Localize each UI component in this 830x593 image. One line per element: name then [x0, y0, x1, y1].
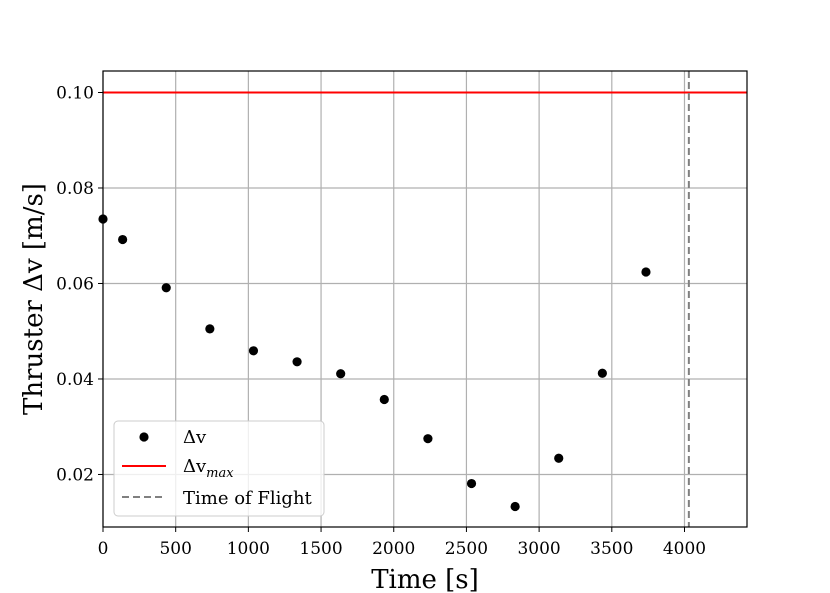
data-point	[161, 283, 171, 293]
axis-ticks: 0 500 1000 1500 2000 2500 3000 3500 4000 0.02 0.04…	[56, 83, 706, 559]
data-point	[641, 267, 651, 277]
x-tick-label: 1500	[299, 539, 342, 559]
plot-frame	[102, 70, 748, 528]
legend-label-tof: Time of Flight	[183, 488, 313, 509]
data-point	[423, 434, 433, 444]
y-tick-label: 0.02	[56, 465, 94, 485]
y-axis-title: Thruster Δv [m/s]	[19, 183, 49, 415]
y-tick-label: 0.10	[56, 83, 94, 103]
legend-frame	[113, 420, 325, 517]
x-tick-label: 500	[159, 539, 191, 559]
data-point	[466, 478, 477, 489]
series-layer	[98, 71, 747, 527]
data-point	[248, 346, 259, 356]
data-point	[597, 368, 607, 378]
data-point	[554, 453, 564, 463]
x-tick-label: 4000	[663, 539, 706, 559]
legend: Δv Δvmax Time of Flight	[113, 420, 325, 517]
x-tick-label: 3500	[590, 539, 633, 559]
data-point	[510, 501, 520, 512]
data-point	[205, 324, 215, 334]
y-tick-label: 0.04	[56, 370, 94, 390]
legend-label-dvmax: Δvmax	[183, 456, 234, 481]
x-tick-label: 3000	[517, 539, 560, 559]
legend-marker-dv	[139, 432, 149, 442]
y-tick-label: 0.06	[56, 274, 94, 294]
x-axis-title: Time [s]	[371, 565, 479, 593]
legend-label-dv: Δv	[183, 427, 207, 448]
x-tick-label: 1000	[227, 539, 270, 559]
y-tick-label: 0.08	[56, 179, 94, 199]
data-point	[379, 394, 389, 405]
x-tick-label: 2500	[445, 539, 488, 559]
data-point	[336, 369, 346, 379]
x-tick-label: 2000	[372, 539, 415, 559]
data-point	[118, 234, 128, 245]
data-point	[292, 357, 302, 367]
x-tick-label: 0	[98, 539, 109, 559]
